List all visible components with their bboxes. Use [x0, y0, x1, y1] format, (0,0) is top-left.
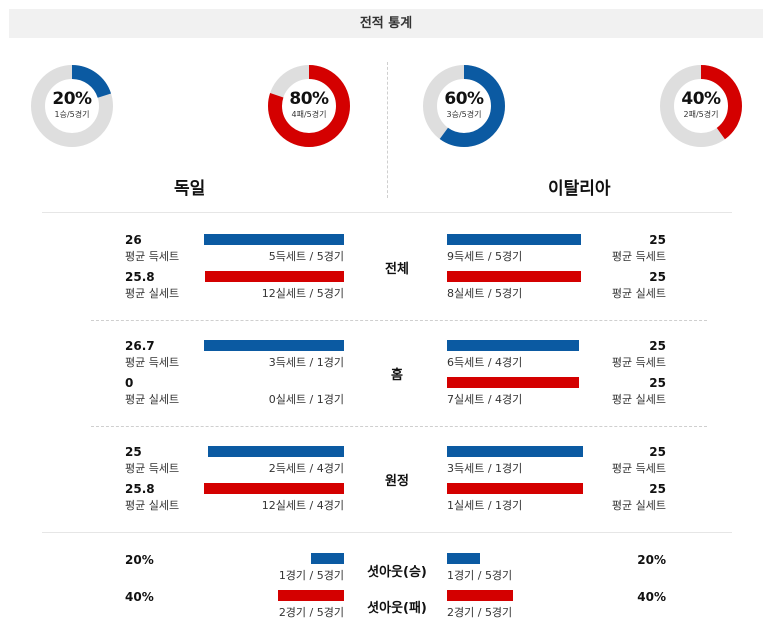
- donut-percent: 40%: [681, 89, 721, 109]
- right-win-count: 9득세트 / 5경기: [447, 250, 523, 263]
- left-lose-count: 0실세트 / 1경기: [268, 393, 344, 406]
- left-avg-lose-label: 평균 실세트: [125, 499, 180, 512]
- shutout-lose-label: 셧아웃(패): [367, 601, 427, 616]
- donut-italy-win: 60% 3승/5경기: [421, 63, 507, 149]
- donut-record: 4패/5경기: [291, 110, 327, 119]
- section-divider: [42, 212, 732, 213]
- right-win-count: 3득세트 / 1경기: [447, 462, 523, 475]
- right-avg-lose: 25: [649, 376, 666, 390]
- left-avg-win: 26: [125, 233, 142, 247]
- right-avg-win-label: 평균 득세트: [611, 250, 666, 263]
- left-win-count: 2득세트 / 4경기: [268, 462, 344, 475]
- left-win-count: 5득세트 / 5경기: [268, 250, 344, 263]
- donut-record: 1승/5경기: [54, 110, 90, 119]
- right-lose-count: 1실세트 / 1경기: [447, 499, 523, 512]
- donut-germany-win-ring: [31, 65, 113, 147]
- donut-percent: 60%: [444, 89, 484, 109]
- section-divider: [91, 426, 707, 427]
- left-win-bar: [204, 340, 344, 351]
- left-lose-bar: [205, 271, 344, 282]
- left-shutout-win-bar: [311, 553, 344, 564]
- team-divider: [387, 62, 388, 198]
- category-label: 전체: [385, 262, 409, 277]
- left-avg-win-label: 평균 득세트: [125, 462, 180, 475]
- left-avg-lose: 25.8: [125, 482, 155, 496]
- right-avg-win: 25: [649, 339, 666, 353]
- right-avg-lose-label: 평균 실세트: [611, 393, 666, 406]
- donut-italy-loss-ring: [660, 65, 742, 147]
- left-avg-win-label: 평균 득세트: [125, 250, 180, 263]
- right-avg-lose: 25: [649, 270, 666, 284]
- left-avg-lose-label: 평균 실세트: [125, 287, 180, 300]
- donut-italy-loss: 40% 2패/5경기: [658, 63, 744, 149]
- right-avg-win: 25: [649, 445, 666, 459]
- right-shutout-win-bar: [447, 553, 480, 564]
- donut-italy-win-ring: [423, 65, 505, 147]
- left-avg-lose-label: 평균 실세트: [125, 393, 180, 406]
- left-avg-lose: 25.8: [125, 270, 155, 284]
- right-lose-bar: [447, 271, 581, 282]
- left-shutout-lose-bar: [278, 590, 344, 601]
- left-win-bar: [208, 446, 344, 457]
- right-win-count: 6득세트 / 4경기: [447, 356, 523, 369]
- donut-germany-win: 20% 1승/5경기: [29, 63, 115, 149]
- team-name-left: 독일: [174, 179, 206, 199]
- right-avg-win-label: 평균 득세트: [611, 462, 666, 475]
- left-lose-bar: [204, 483, 344, 494]
- left-lose-count: 12실세트 / 5경기: [261, 287, 344, 300]
- right-lose-bar: [447, 483, 583, 494]
- right-avg-win: 25: [649, 233, 666, 247]
- left-lose-count: 12실세트 / 4경기: [261, 499, 344, 512]
- donut-record: 2패/5경기: [683, 110, 719, 119]
- donut-record: 3승/5경기: [446, 110, 482, 119]
- right-shutout-lose-bar: [447, 590, 513, 601]
- right-lose-bar: [447, 377, 579, 388]
- right-shutout-lose-count: 2경기 / 5경기: [447, 606, 513, 619]
- left-shutout-lose-count: 2경기 / 5경기: [278, 606, 344, 619]
- right-win-bar: [447, 340, 579, 351]
- section-divider: [42, 532, 732, 533]
- category-label: 원정: [385, 474, 409, 489]
- right-avg-win-label: 평균 득세트: [611, 356, 666, 369]
- right-avg-lose: 25: [649, 482, 666, 496]
- right-avg-lose-label: 평균 실세트: [611, 287, 666, 300]
- left-avg-win: 26.7: [125, 339, 155, 353]
- right-win-bar: [447, 446, 583, 457]
- category-label: 홈: [391, 368, 403, 383]
- left-shutout-lose-pct: 40%: [125, 590, 154, 604]
- left-avg-win-label: 평균 득세트: [125, 356, 180, 369]
- team-name-right: 이탈리아: [548, 179, 611, 199]
- section-divider: [91, 320, 707, 321]
- donut-percent: 80%: [289, 89, 329, 109]
- donut-percent: 20%: [52, 89, 92, 109]
- stats-header: 전적 통계: [9, 9, 763, 38]
- shutout-win-label: 셧아웃(승): [367, 565, 427, 580]
- donut-germany-loss: 80% 4패/5경기: [266, 63, 352, 149]
- right-shutout-win-pct: 20%: [637, 553, 666, 567]
- left-win-bar: [204, 234, 344, 245]
- left-win-count: 3득세트 / 1경기: [268, 356, 344, 369]
- right-lose-count: 7실세트 / 4경기: [447, 393, 523, 406]
- left-avg-lose: 0: [125, 376, 134, 390]
- right-lose-count: 8실세트 / 5경기: [447, 287, 523, 300]
- left-shutout-win-count: 1경기 / 5경기: [278, 569, 344, 582]
- right-win-bar: [447, 234, 581, 245]
- right-shutout-lose-pct: 40%: [637, 590, 666, 604]
- donut-germany-loss-ring: [268, 65, 350, 147]
- right-avg-lose-label: 평균 실세트: [611, 499, 666, 512]
- right-shutout-win-count: 1경기 / 5경기: [447, 569, 513, 582]
- left-avg-win: 25: [125, 445, 142, 459]
- left-shutout-win-pct: 20%: [125, 553, 154, 567]
